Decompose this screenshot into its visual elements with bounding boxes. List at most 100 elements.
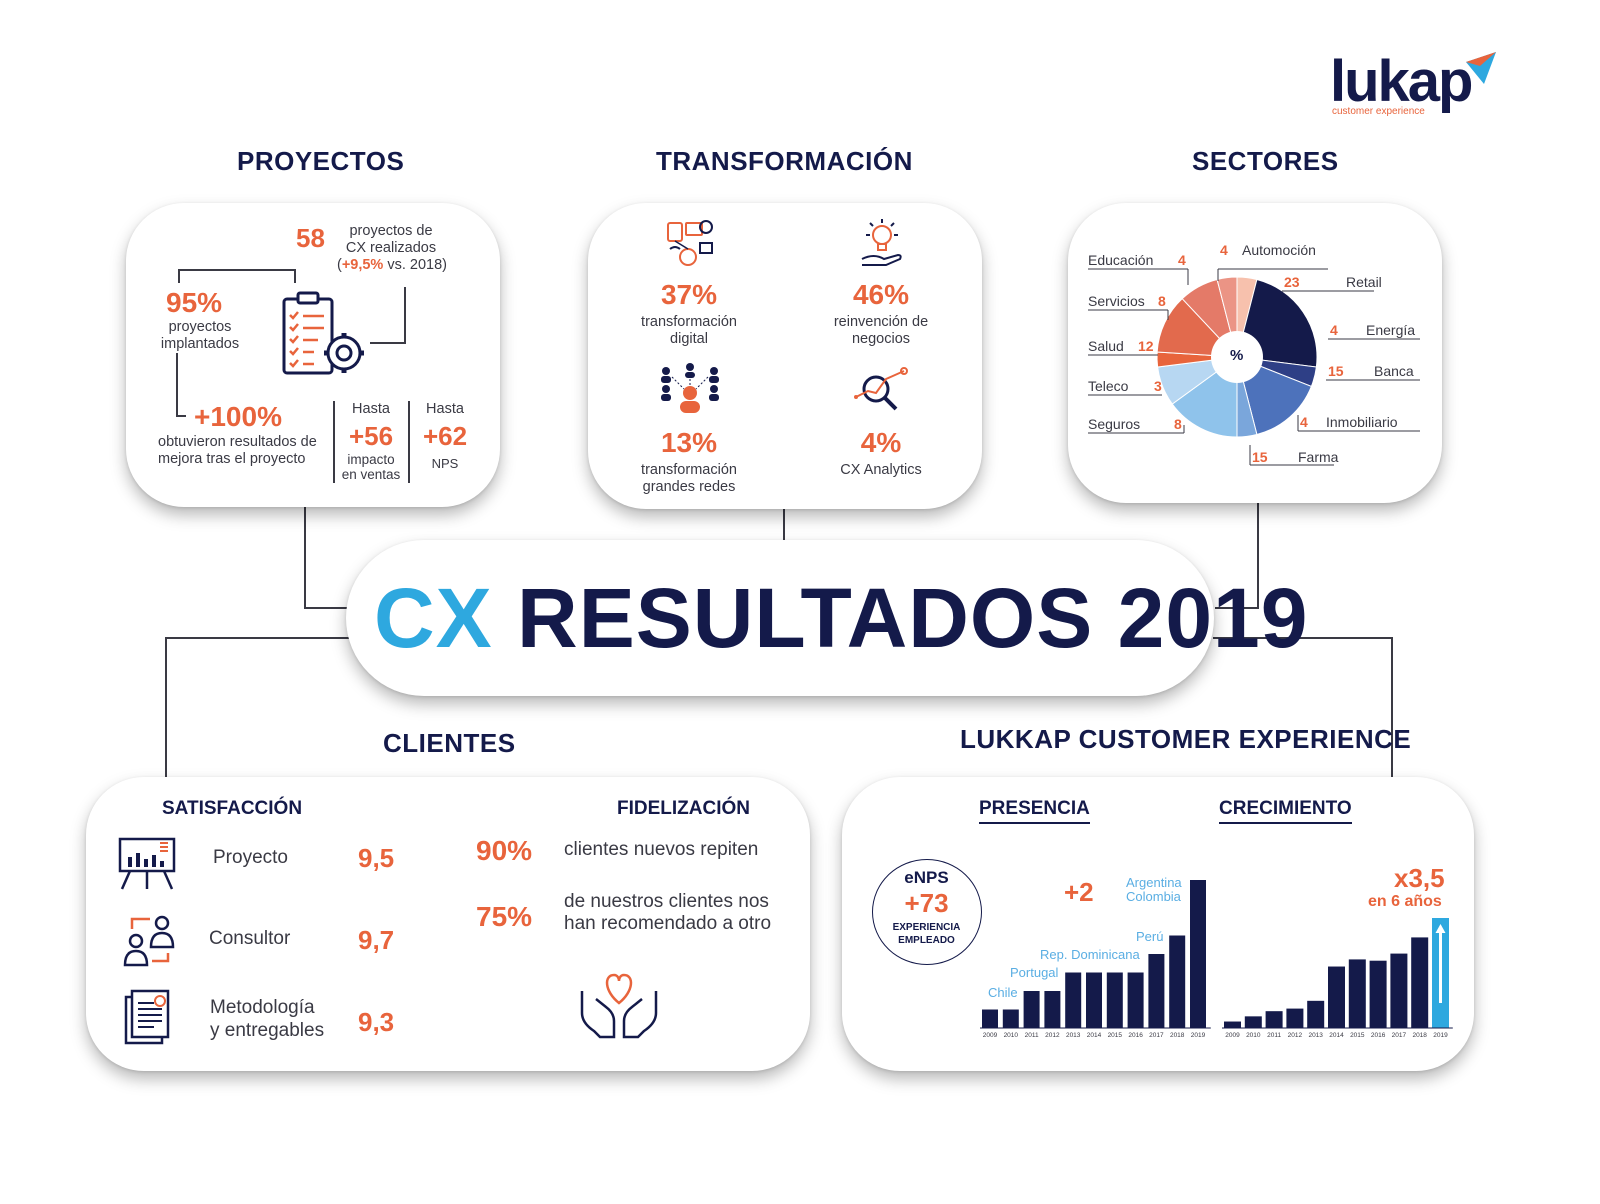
rating-label-metodologia-1: Metodología [210, 997, 315, 1018]
sector-name-salud: Salud [1088, 338, 1124, 354]
sales-label-2: en ventas [341, 467, 401, 482]
network-people-icon [658, 363, 722, 415]
satisfaccion-title: SATISFACCIÓN [162, 798, 303, 819]
connector-line [1391, 637, 1393, 777]
sectors-pie-chart: Automoción 4 Retail 23 Energía 4 Banca 15 Inmobi… [1088, 242, 1420, 466]
connector-line [165, 637, 167, 777]
sector-value-farma: 15 [1252, 449, 1268, 465]
presencia-bar-2015 [1106, 972, 1123, 1028]
presencia-annotation-per-: Perú [1136, 929, 1163, 944]
transform-label-2a: reinvención de [833, 314, 929, 330]
divider [333, 401, 335, 483]
crecimiento-tick-2015: 2015 [1350, 1032, 1365, 1039]
transform-label-2b: negocios [851, 331, 911, 347]
crecimiento-title: CRECIMIENTO [1219, 798, 1352, 824]
implanted-pct: 95% [166, 287, 223, 318]
enps-circle: eNPS +73 EXPERIENCIA EMPLEADO [872, 859, 982, 965]
loyalty-label-2a: de nuestros clientes nos [564, 891, 769, 912]
headline-title: CX RESULTADOS 2019 [374, 570, 1308, 667]
devices-icon [666, 219, 714, 267]
lightbulb-hand-icon [858, 217, 906, 269]
improve-pct: +100% [194, 401, 282, 432]
loyalty-value-1: 90% [476, 835, 533, 866]
presencia-annotation-portugal: Portugal [1010, 965, 1059, 980]
sector-value-teleco: 3 [1154, 378, 1162, 394]
brand-arrow-icon [1466, 52, 1496, 84]
enps-value: +73 [904, 888, 949, 918]
brand-name: lukap [1330, 49, 1473, 114]
headline-card: CX RESULTADOS 2019 [346, 540, 1307, 696]
sector-value-salud: 12 [1138, 338, 1154, 354]
crecimiento-tick-2016: 2016 [1371, 1032, 1386, 1039]
implanted-label-1: proyectos [168, 319, 232, 335]
sector-name-seguros: Seguros [1088, 416, 1140, 432]
presencia-annotation-rep-dominicana: Rep. Dominicana [1040, 947, 1140, 962]
presencia-bar-2016 [1127, 972, 1144, 1028]
clientes-card: SATISFACCIÓN FIDELIZACIÓN Proyecto 9,5 C… [86, 777, 810, 1071]
nps-value: +62 [422, 421, 468, 451]
fidelizacion-title: FIDELIZACIÓN [617, 798, 750, 819]
sales-label-1: impacto [347, 452, 395, 467]
documents-icon [124, 989, 172, 1047]
connector-line [1213, 637, 1393, 639]
sector-name-servicios: Servicios [1088, 293, 1145, 309]
divider [408, 401, 410, 483]
crecimiento-tick-2019: 2019 [1433, 1032, 1448, 1039]
crecimiento-tick-2010: 2010 [1246, 1032, 1261, 1039]
sector-value-retail: 23 [1284, 274, 1300, 290]
sales-value: +56 [348, 421, 394, 451]
bracket-line [178, 269, 296, 271]
bracket-line [294, 269, 296, 283]
brand-logo: lukap customer experience [1330, 49, 1496, 122]
loyalty-value-2: 75% [476, 901, 533, 932]
rating-label-consultor: Consultor [209, 928, 291, 949]
crecimiento-bar-2014 [1328, 966, 1345, 1028]
presencia-bar-2011 [1023, 991, 1040, 1028]
sector-value-educación: 4 [1178, 252, 1186, 268]
sector-value-energía: 4 [1330, 322, 1338, 338]
crecimiento-bar-2012 [1286, 1008, 1304, 1028]
presentation-board-icon [116, 833, 178, 891]
loyalty-label-1: clientes nuevos repiten [564, 839, 759, 860]
crecimiento-bar-2011 [1265, 1011, 1283, 1028]
lukkap-card: PRESENCIA CRECIMIENTO eNPS +73 EXPERIENC… [842, 777, 1474, 1071]
connector-line [304, 505, 306, 608]
nps-hasta: Hasta [426, 401, 464, 417]
crecimiento-bar-2013 [1307, 1000, 1325, 1028]
presencia-tick-2019: 2019 [1191, 1032, 1206, 1039]
transform-label-4a: CX Analytics [840, 462, 922, 478]
crecimiento-bar-2016 [1369, 960, 1387, 1028]
transformacion-title: TRANSFORMACIÓN [656, 146, 913, 176]
projects-growth: (+9,5% vs. 2018) [330, 257, 454, 274]
presencia-tick-2010: 2010 [1004, 1032, 1019, 1039]
nps-label: NPS [431, 456, 459, 471]
sectores-card: Automoción 4 Retail 23 Energía 4 Banca 15 Inmobi… [1068, 203, 1442, 503]
transform-label-3a: transformación [641, 462, 737, 478]
proyectos-title: PROYECTOS [237, 146, 405, 176]
crecimiento-tick-2014: 2014 [1329, 1032, 1344, 1039]
transform-label-1a: transformación [641, 314, 737, 330]
bracket-line [404, 287, 406, 344]
sector-value-automoción: 4 [1220, 242, 1228, 258]
pie-center-label: % [1230, 347, 1244, 364]
rating-value-metodologia: 9,3 [358, 1007, 395, 1037]
connector-line [1257, 500, 1259, 608]
sector-name-retail: Retail [1346, 274, 1382, 290]
presencia-bar-2014 [1086, 972, 1102, 1028]
presencia-bar-2009 [982, 1009, 998, 1028]
presencia-tick-2017: 2017 [1149, 1032, 1164, 1039]
consultants-icon [122, 913, 178, 967]
connector-line [1215, 607, 1259, 609]
presencia-tick-2018: 2018 [1170, 1032, 1185, 1039]
plus-countries: +2 [1064, 877, 1094, 907]
growth-arrow-head [1435, 924, 1446, 933]
sector-name-banca: Banca [1374, 363, 1414, 379]
crecimiento-bar-2018 [1411, 937, 1429, 1028]
clientes-title: CLIENTES [383, 728, 516, 758]
transform-value-1: 37% [660, 279, 718, 310]
projects-count-label-2: CX realizados [345, 240, 437, 256]
enps-sub-2: EMPLEADO [898, 935, 955, 946]
presencia-title: PRESENCIA [979, 798, 1090, 824]
presencia-tick-2016: 2016 [1128, 1032, 1143, 1039]
growth-open: ( [336, 257, 342, 273]
